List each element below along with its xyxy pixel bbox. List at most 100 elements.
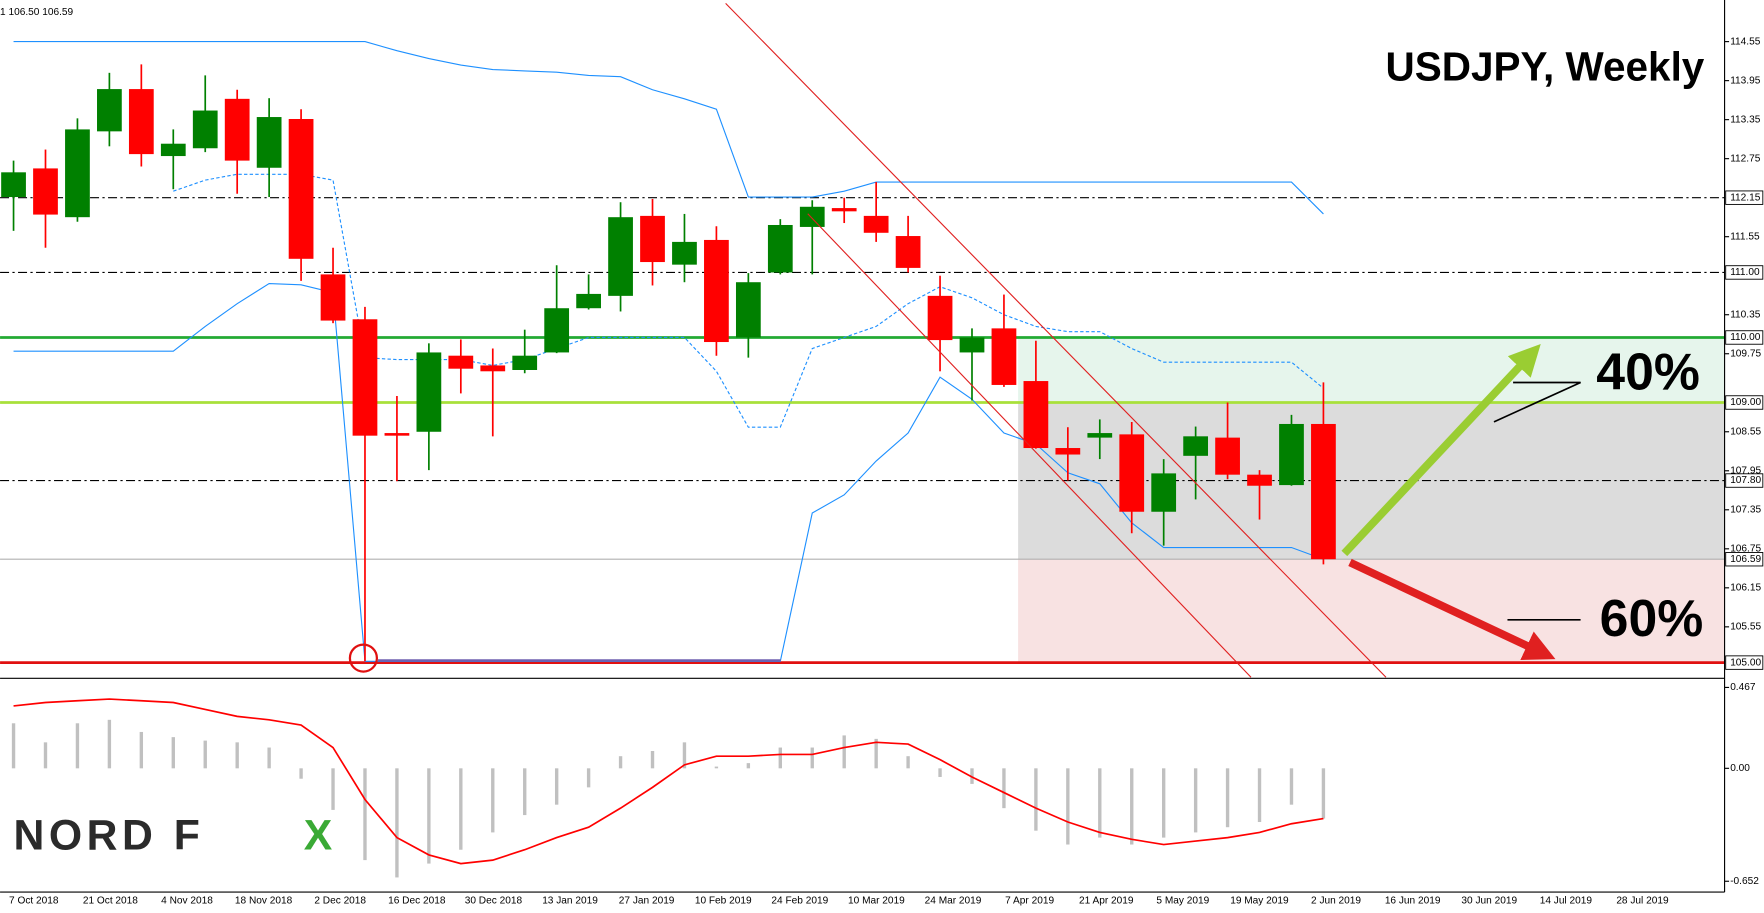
histogram-bar bbox=[1034, 768, 1038, 831]
y-tick-label: 106.75 bbox=[1730, 543, 1761, 554]
y-tick-label: 107.95 bbox=[1730, 465, 1761, 476]
y-tick-label: -0.652 bbox=[1730, 876, 1759, 887]
candle-body bbox=[767, 224, 793, 273]
y-tick-label: 111.55 bbox=[1730, 231, 1760, 242]
histogram-bar bbox=[1193, 768, 1198, 833]
logo: NORD F bbox=[14, 811, 205, 859]
candle-body bbox=[288, 118, 314, 259]
histogram-bar bbox=[586, 768, 591, 788]
histogram-bar bbox=[1257, 768, 1262, 823]
x-tick-label: 27 Jan 2019 bbox=[619, 896, 675, 907]
x-tick-label: 21 Oct 2018 bbox=[83, 896, 138, 907]
candle-body bbox=[512, 355, 538, 370]
price-info: 1 106.50 106.59 bbox=[0, 7, 73, 18]
x-tick-label: 2 Jun 2019 bbox=[1311, 896, 1361, 907]
histogram-bar bbox=[107, 719, 112, 769]
candle-body bbox=[576, 293, 601, 309]
level-label: 112.15 bbox=[1730, 192, 1761, 203]
histogram-bar bbox=[75, 723, 80, 769]
up-arrow bbox=[1341, 343, 1541, 557]
histogram-bar bbox=[1225, 768, 1230, 828]
histogram-bar bbox=[778, 747, 782, 769]
histogram-bar bbox=[1098, 768, 1102, 838]
histogram-bar bbox=[395, 768, 399, 878]
histogram-bar bbox=[427, 768, 431, 864]
candle-body bbox=[128, 89, 154, 155]
y-tick-label: 107.35 bbox=[1730, 504, 1761, 515]
histogram-bar bbox=[235, 742, 239, 769]
candle-body bbox=[97, 89, 122, 132]
y-tick-label: 0.467 bbox=[1730, 682, 1756, 693]
band-middle bbox=[173, 173, 1324, 428]
level-label: 107.80 bbox=[1730, 475, 1761, 486]
annotation: 60% bbox=[1600, 589, 1704, 647]
histogram-bar bbox=[1130, 768, 1134, 845]
histogram-bar bbox=[523, 768, 527, 816]
candle-body bbox=[831, 208, 857, 212]
candle-body bbox=[416, 352, 442, 432]
candle-body bbox=[1087, 433, 1113, 438]
candle-body bbox=[224, 98, 250, 161]
y-tick-label: 114.55 bbox=[1730, 36, 1761, 47]
candle-body bbox=[1279, 423, 1304, 486]
histogram-bar bbox=[906, 756, 910, 769]
level-box bbox=[1725, 473, 1764, 488]
x-tick-label: 5 May 2019 bbox=[1156, 896, 1209, 907]
level-box bbox=[1725, 552, 1764, 567]
channel-line bbox=[807, 213, 1252, 678]
candle-body bbox=[1151, 473, 1177, 512]
x-tick-label: 13 Jan 2019 bbox=[542, 896, 598, 907]
histogram-bar bbox=[714, 766, 719, 769]
histogram-bar bbox=[682, 742, 687, 769]
candle-body bbox=[480, 365, 506, 372]
down-arrow bbox=[1348, 558, 1556, 661]
y-tick-label: 113.35 bbox=[1730, 114, 1761, 125]
histogram-bar bbox=[938, 768, 942, 777]
histogram-bar bbox=[11, 723, 16, 769]
candle-body bbox=[352, 319, 378, 436]
histogram-bar bbox=[459, 768, 463, 850]
x-tick-label: 7 Apr 2019 bbox=[1005, 896, 1054, 907]
y-tick-label: 113.95 bbox=[1730, 75, 1761, 86]
histogram-bar bbox=[618, 756, 623, 769]
candle-body bbox=[672, 241, 697, 265]
low-circle bbox=[348, 643, 379, 673]
candle-body bbox=[608, 217, 633, 296]
x-tick-label: 7 Oct 2018 bbox=[9, 896, 59, 907]
x-tick-label: 10 Mar 2019 bbox=[848, 896, 905, 907]
level-box bbox=[1725, 655, 1764, 670]
histogram-bar bbox=[139, 731, 144, 769]
x-tick-label: 16 Jun 2019 bbox=[1385, 896, 1441, 907]
candle-body bbox=[991, 328, 1017, 385]
candle-body bbox=[1183, 436, 1209, 456]
x-tick-label: 4 Nov 2018 bbox=[161, 896, 213, 907]
level-label: 110.00 bbox=[1730, 332, 1761, 343]
histogram-bar bbox=[267, 747, 271, 769]
x-tick-label: 16 Dec 2018 bbox=[388, 896, 446, 907]
channel bbox=[725, 2, 1387, 678]
histogram-bar bbox=[842, 735, 846, 769]
level-label: 106.59 bbox=[1730, 554, 1761, 565]
level-box bbox=[1725, 190, 1764, 205]
y-tick-label: 110.35 bbox=[1730, 309, 1761, 320]
histogram-bar bbox=[874, 738, 878, 769]
candle-body bbox=[927, 295, 953, 341]
candle-body bbox=[895, 236, 921, 268]
histogram-bar bbox=[1289, 768, 1294, 805]
level-label: 109.00 bbox=[1730, 397, 1761, 408]
x-tick-label: 24 Mar 2019 bbox=[925, 896, 982, 907]
x-tick-label: 19 May 2019 bbox=[1230, 896, 1289, 907]
y-tick-label: 106.15 bbox=[1730, 583, 1761, 594]
chart-title: USDJPY, Weekly bbox=[1386, 43, 1705, 89]
candle-body bbox=[1311, 423, 1336, 560]
level-box bbox=[1725, 330, 1764, 345]
histogram-bar bbox=[1161, 768, 1166, 838]
y-tick-label: 105.55 bbox=[1730, 622, 1761, 633]
x-tick-label: 21 Apr 2019 bbox=[1079, 896, 1134, 907]
x-tick-label: 30 Dec 2018 bbox=[465, 896, 523, 907]
candle-body bbox=[256, 117, 282, 168]
signal-line bbox=[13, 698, 1324, 865]
x-tick-label: 28 Jul 2019 bbox=[1616, 896, 1669, 907]
